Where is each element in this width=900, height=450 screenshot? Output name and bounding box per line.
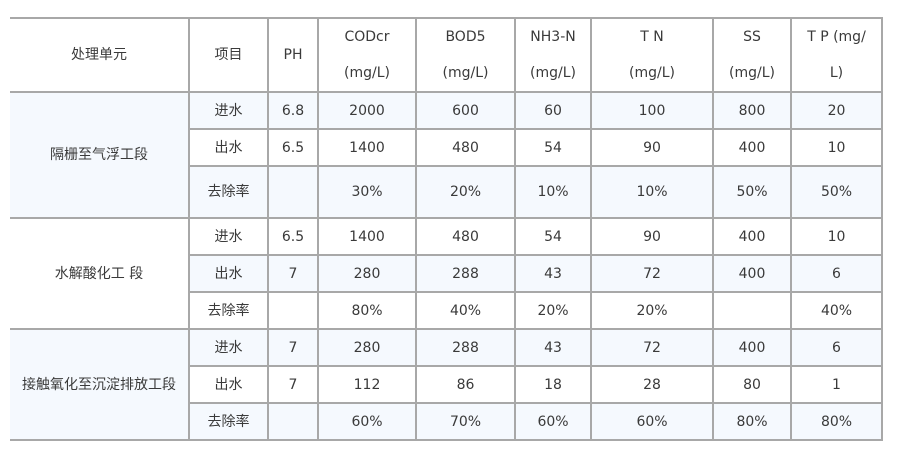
value-cell: 6 [790,254,883,293]
table-row: 隔栅至气浮工段 进水 6.8 2000 600 60 100 800 20 [10,91,883,219]
value-cell: 10% [514,165,592,219]
value-cell: 86 [415,365,516,404]
value-cell: 30% [317,165,417,219]
value-cell: 54 [514,217,592,256]
value-cell: 6.8 [267,91,319,130]
value-cell: 112 [317,365,417,404]
value-cell [712,291,792,330]
table-row: 出水 7 112 86 18 28 80 1 [10,365,883,404]
item-cell: 进水 [188,91,269,130]
value-cell: 6.5 [267,128,319,167]
treatment-unit-cell: 水解酸化工 段 [10,217,190,330]
value-cell: 280 [317,328,417,367]
table-row: 出水 6.5 1400 480 54 90 400 10 [10,128,883,167]
value-cell: 20% [590,291,714,330]
column-header: T P (mg/ L) [790,17,883,93]
treatment-unit-cell: 接触氧化至沉淀排放工段 [10,328,190,441]
item-cell: 出水 [189,254,269,293]
value-cell: 600 [415,91,516,130]
value-cell: 60 [514,91,592,130]
column-header: BOD5 (mg/L) [415,17,516,93]
value-cell: 10 [790,217,883,256]
table-row: 去除率 30% 20% 10% 10% 50% 50% [10,165,883,219]
value-cell: 7 [267,365,319,404]
value-cell: 80% [790,402,883,441]
item-cell: 出水 [189,128,269,167]
value-cell: 60% [317,402,417,441]
table-row: 水解酸化工 段进水 6.5 1400 480 54 90 400 10 [10,217,883,330]
value-cell: 50% [712,165,792,219]
value-cell: 100 [590,91,714,130]
value-cell: 2000 [317,91,417,130]
value-cell: 80% [712,402,792,441]
value-cell: 90 [590,128,714,167]
value-cell [267,402,319,441]
value-cell: 90 [590,217,714,256]
column-header: SS (mg/L) [712,17,792,93]
value-cell: 480 [415,217,516,256]
value-cell: 1400 [317,217,417,256]
value-cell: 400 [712,328,792,367]
item-cell: 进水 [188,328,269,367]
value-cell: 480 [415,128,516,167]
value-cell: 43 [514,254,592,293]
value-cell: 400 [712,254,792,293]
value-cell: 20% [514,291,592,330]
value-cell: 10% [590,165,714,219]
value-cell: 80% [317,291,417,330]
value-cell: 43 [514,328,592,367]
value-cell: 7 [267,328,319,367]
column-header: PH [267,17,319,93]
value-cell: 80 [712,365,792,404]
column-header: 处理单元 [10,17,190,93]
value-cell: 288 [415,328,516,367]
value-cell: 60% [514,402,592,441]
column-header: T N (mg/L) [590,17,714,93]
table-row: 去除率 60% 70% 60% 60% 80% 80% [10,402,883,441]
value-cell [267,291,319,330]
treatment-unit-cell: 隔栅至气浮工段 [10,91,190,219]
table-row: 接触氧化至沉淀排放工段 进水 7 280 288 43 72 400 6 [10,328,883,441]
column-header: CODcr (mg/L) [317,17,417,93]
value-cell: 6.5 [267,217,319,256]
value-cell: 50% [790,165,883,219]
value-cell: 60% [590,402,714,441]
value-cell: 28 [590,365,714,404]
value-cell: 20% [415,165,516,219]
value-cell: 72 [590,328,714,367]
value-cell: 54 [514,128,592,167]
value-cell: 288 [415,254,516,293]
value-cell: 40% [415,291,516,330]
item-cell: 进水 [188,217,269,256]
value-cell: 70% [415,402,516,441]
value-cell: 10 [790,128,883,167]
value-cell: 7 [267,254,319,293]
value-cell: 18 [514,365,592,404]
item-cell: 去除率 [189,402,269,441]
table-row: 出水 7 280 288 43 72 400 6 [10,254,883,293]
item-cell: 去除率 [189,291,269,330]
value-cell: 40% [790,291,883,330]
column-header: NH3-N (mg/L) [514,17,592,93]
item-cell: 去除率 [189,165,269,219]
water-treatment-table: 处理单元 项目 PH CODcr (mg/L) BOD5 (mg/L) NH3-N (mg… [10,17,883,441]
value-cell: 72 [590,254,714,293]
value-cell: 1 [790,365,883,404]
value-cell: 280 [317,254,417,293]
value-cell: 6 [790,328,883,367]
header-row: 处理单元 项目 PH CODcr (mg/L) BOD5 (mg/L) NH3-N (mg… [10,17,883,93]
value-cell: 20 [790,91,883,130]
value-cell: 800 [712,91,792,130]
value-cell: 400 [712,217,792,256]
value-cell: 400 [712,128,792,167]
column-header: 项目 [188,17,269,93]
value-cell: 1400 [317,128,417,167]
item-cell: 出水 [189,365,269,404]
table-row: 去除率 80% 40% 20% 20% 40% [10,291,883,330]
value-cell [267,165,319,219]
